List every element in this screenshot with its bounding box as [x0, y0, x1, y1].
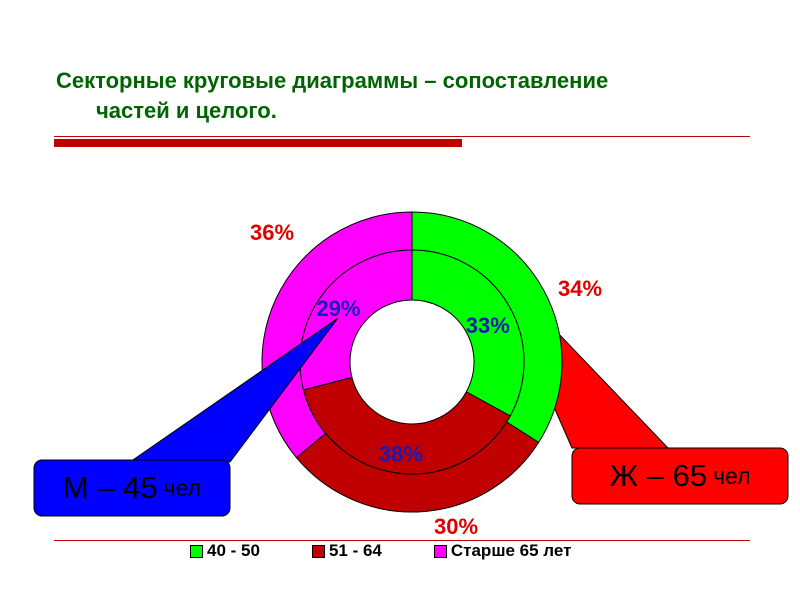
callout-m-label: М – 45 чел: [34, 460, 230, 516]
inner-ring-slice-65plus: [299, 249, 413, 391]
legend-item-65plus: Старше 65 лет: [433, 541, 572, 561]
legend-swatch-40-50: [190, 544, 203, 558]
callout-m-unit: чел: [163, 474, 202, 501]
inner-ring-slice-40-50: [411, 249, 525, 417]
outer-label-51-64: 30%: [434, 514, 478, 539]
legend-item-51-64: 51 - 64: [311, 541, 382, 561]
legend-label-51-64: 51 - 64: [328, 541, 382, 560]
slide-title-line2: частей и целого.: [96, 98, 277, 123]
callout-w-main: Ж – 65: [609, 458, 708, 493]
legend-label-65plus: Старше 65 лет: [450, 541, 572, 560]
slide-title: Секторные круговые диаграммы – сопоставл…: [56, 66, 756, 126]
inner-label-51-64: 38%: [379, 441, 423, 466]
title-rule-thin: [54, 136, 750, 137]
inner-label-65plus: 29%: [316, 296, 360, 321]
callout-w-label: Ж – 65 чел: [572, 448, 788, 504]
legend-label-40-50: 40 - 50: [207, 541, 260, 560]
callout-m-box: [33, 459, 231, 517]
inner-ring-slice-51-64: [302, 376, 511, 475]
legend-item-40-50: 40 - 50: [190, 541, 260, 561]
legend-swatch-65plus: [433, 544, 447, 558]
callout-m-main: М – 45: [62, 470, 158, 505]
callout-w-box: [571, 447, 789, 505]
callout-w-unit: чел: [713, 462, 751, 489]
legend-swatch-51-64: [311, 544, 325, 558]
outer-label-40-50: 34%: [558, 276, 602, 301]
outer-label-65plus: 36%: [250, 220, 294, 245]
chart-legend: 40 - 50 51 - 64 Старше 65 лет: [190, 541, 571, 561]
slide-title-line1: Секторные круговые диаграммы – сопоставл…: [56, 68, 609, 93]
title-rule-thick: [54, 139, 462, 147]
bottom-rule: [54, 540, 750, 541]
inner-label-40-50: 33%: [466, 313, 510, 338]
